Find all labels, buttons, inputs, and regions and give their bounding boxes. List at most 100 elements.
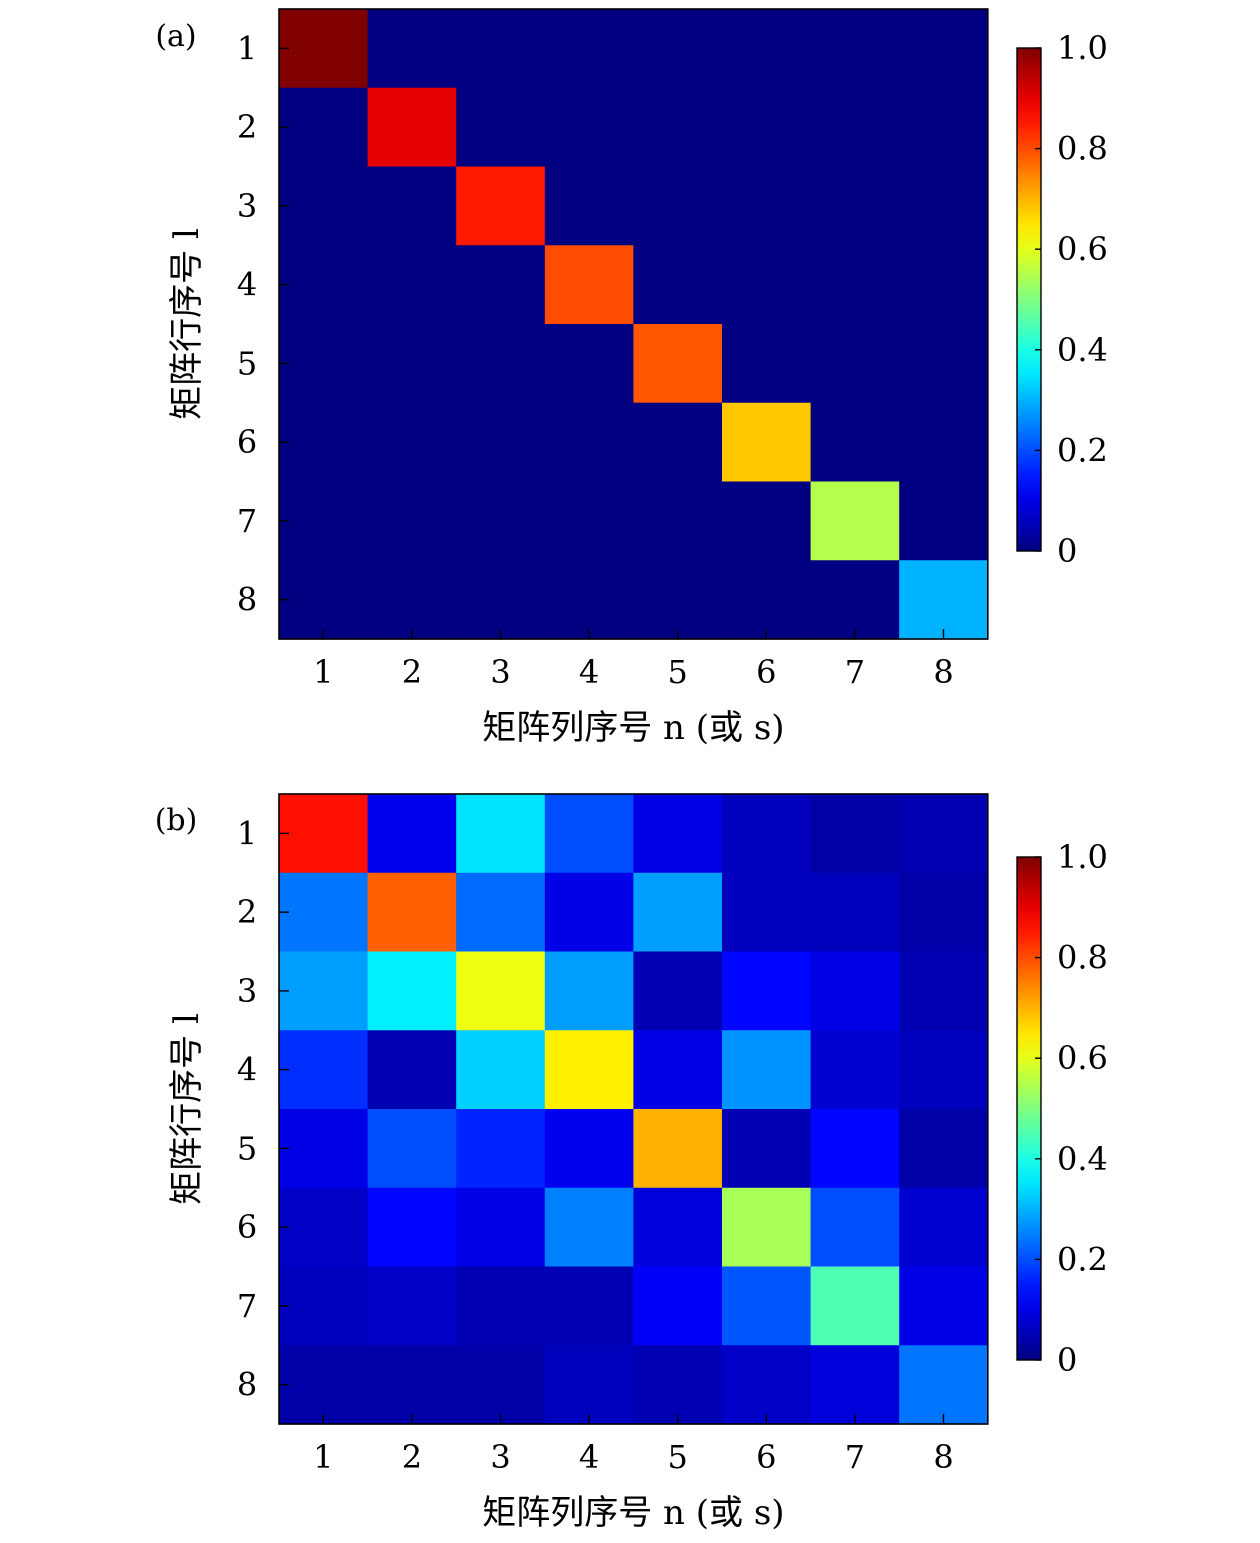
x-tick-label: 2 (402, 1438, 422, 1476)
heatmap-cell-r4-c2 (367, 1030, 457, 1110)
panel-b: (b) 1 2 3 4 5 6 7 8 1 2 3 4 5 6 7 8 矩阵列序号 n (或 s) 矩阵行序号 l 0… (155, 793, 1108, 1533)
heatmap-cell-r6-c1 (279, 1187, 369, 1268)
colorbar (1016, 47, 1042, 552)
heatmap-cell-r2-c5 (633, 872, 723, 953)
heatmap-cell-r7-c3 (456, 481, 546, 561)
heatmap-cell-r7-c5 (633, 1266, 723, 1346)
y-axis-label: 矩阵行序号 l (167, 1013, 207, 1205)
heatmap-cell-r8-c4 (544, 560, 634, 640)
heatmap-cell-r1-c4 (544, 9, 634, 89)
heatmap-cell-r7-c6 (722, 481, 812, 561)
heatmap-cell-r3-c3 (456, 951, 546, 1031)
heatmap-cell-r8-c2 (367, 560, 457, 640)
heatmap-cell-r6-c4 (544, 402, 634, 483)
heatmap-cell-r3-c8 (899, 166, 989, 246)
heatmap-cell-r5-c3 (456, 1109, 546, 1189)
heatmap-cell-r8-c3 (456, 1345, 546, 1425)
colorbar-tick-label: 1.0 (1057, 838, 1108, 876)
heatmap-cell-r2-c2 (367, 872, 457, 953)
heatmap-cell-r1-c3 (456, 9, 546, 89)
heatmap-cell-r6-c3 (456, 1187, 546, 1268)
heatmap-cell-r6-c5 (633, 402, 723, 483)
heatmap-cell-r2-c7 (810, 872, 900, 953)
heatmap-cell-r4-c8 (899, 1030, 989, 1110)
heatmap-cell-r1-c6 (722, 9, 812, 89)
heatmap-cell-r7-c4 (544, 481, 634, 561)
heatmap-cell-r2-c3 (456, 872, 546, 953)
heatmap-cell-r2-c8 (899, 87, 989, 168)
heatmap-cell-r1-c6 (722, 794, 812, 874)
heatmap-cell-r7-c7 (810, 481, 900, 561)
heatmap-cell-r5-c1 (279, 1109, 369, 1189)
heatmap-cell-r4-c2 (367, 245, 457, 325)
colorbar-tick-label: 0.8 (1057, 939, 1108, 977)
x-tick-label: 1 (313, 1438, 333, 1476)
heatmap-cell-r5-c7 (810, 324, 900, 404)
heatmap-cell-r7-c8 (899, 1266, 989, 1346)
heatmap-cell-r2-c1 (279, 87, 369, 168)
heatmap-cell-r1-c2 (367, 794, 457, 874)
heatmap-cell-r7-c5 (633, 481, 723, 561)
heatmap-cell-r1-c5 (633, 794, 723, 874)
heatmap-cell-r6-c8 (899, 402, 989, 483)
heatmap-cell-r5-c2 (367, 324, 457, 404)
x-tick-label: 4 (579, 1438, 599, 1476)
heatmap-cell-r4-c4 (544, 245, 634, 325)
heatmap-cell-r6-c2 (367, 402, 457, 483)
heatmap-cell-r8-c7 (810, 560, 900, 640)
heatmap-cell-r5-c8 (899, 324, 989, 404)
heatmap-cell-r6-c6 (722, 402, 812, 483)
heatmap-cell-r2-c6 (722, 87, 812, 168)
y-tick-label: 4 (237, 266, 257, 304)
heatmap-cell-r8-c2 (367, 1345, 457, 1425)
colorbar-tick-label: 1.0 (1057, 29, 1108, 67)
heatmap-cell-r8-c1 (279, 560, 369, 640)
y-tick-label: 5 (237, 344, 257, 382)
y-tick-label: 2 (237, 893, 257, 931)
x-axis-label: 矩阵列序号 n (或 s) (482, 1493, 784, 1533)
x-tick-label: 1 (313, 653, 333, 691)
heatmap-cell-r8-c1 (279, 1345, 369, 1425)
heatmap-cell-r8-c6 (722, 560, 812, 640)
heatmap-cell-r7-c2 (367, 1266, 457, 1346)
colorbar-tick-label: 0 (1057, 532, 1077, 570)
heatmap-cell-r5-c8 (899, 1109, 989, 1189)
heatmap-cell-r3-c5 (633, 951, 723, 1031)
x-tick-label: 3 (490, 1438, 510, 1476)
heatmap-cell-r3-c4 (544, 951, 634, 1031)
heatmap-cell-r7-c7 (810, 1266, 900, 1346)
heatmap-cell-r6-c3 (456, 402, 546, 483)
panel-label: (a) (155, 19, 196, 54)
heatmap-cell-r3-c7 (810, 166, 900, 246)
x-tick-label: 8 (933, 653, 953, 691)
colorbar-tick-label: 0.6 (1057, 1039, 1108, 1077)
y-tick-label: 3 (237, 187, 257, 225)
heatmap-cell-r4-c3 (456, 245, 546, 325)
colorbar-tick-label: 0.4 (1057, 1140, 1108, 1178)
panel-label: (b) (155, 803, 198, 838)
y-tick-label: 6 (237, 423, 257, 461)
heatmap-cell-r3-c3 (456, 166, 546, 246)
heatmap-cell-r4-c7 (810, 1030, 900, 1110)
heatmap-cell-r7-c3 (456, 1266, 546, 1346)
plot-frame (278, 8, 989, 640)
heatmap-cell-r8-c4 (544, 1345, 634, 1425)
y-tick-label: 6 (237, 1208, 257, 1246)
heatmap-cell-r8-c5 (633, 560, 723, 640)
heatmap-cell-r6-c8 (899, 1187, 989, 1268)
heatmap-cell-r5-c4 (544, 324, 634, 404)
heatmap-cell-r1-c4 (544, 794, 634, 874)
y-axis-label: 矩阵行序号 l (167, 228, 207, 420)
x-tick-label: 5 (668, 1438, 688, 1476)
x-tick-label: 8 (933, 1438, 953, 1476)
heatmap-cell-r5-c1 (279, 324, 369, 404)
x-tick-label: 7 (845, 653, 865, 691)
y-tick-label: 1 (237, 814, 257, 852)
heatmap-cell-r3-c5 (633, 166, 723, 246)
heatmap-cell-r6-c2 (367, 1187, 457, 1268)
plot-frame (278, 793, 989, 1425)
heatmap-cell-r1-c7 (810, 9, 900, 89)
heatmap-cell-r4-c6 (722, 245, 812, 325)
heatmap-cell-r4-c7 (810, 245, 900, 325)
